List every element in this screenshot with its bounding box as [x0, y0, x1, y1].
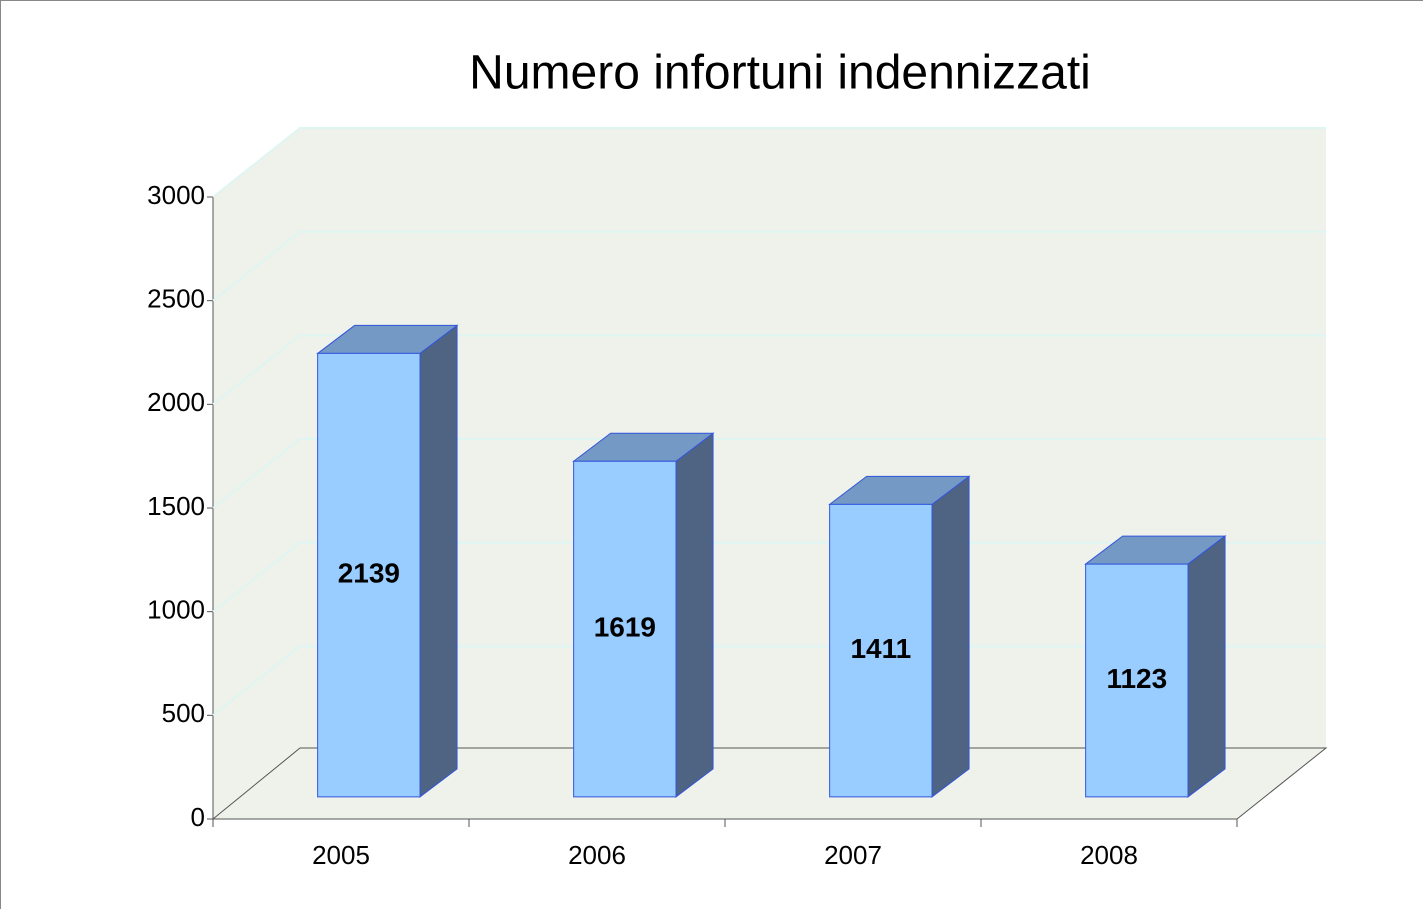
y-tick-label: 0 — [191, 802, 205, 832]
bar — [572, 432, 715, 798]
bar-front — [829, 503, 933, 798]
y-tick-label: 2500 — [147, 284, 205, 314]
bar — [828, 475, 971, 798]
grid-line — [212, 541, 1326, 613]
y-tick-label: 3000 — [147, 180, 205, 210]
bar-side — [675, 432, 714, 798]
y-tick-label: 500 — [162, 698, 205, 728]
grid-line — [212, 645, 1326, 717]
grid-line — [212, 438, 1326, 509]
value-label: 1123 — [1106, 663, 1167, 694]
value-label: 1619 — [594, 611, 656, 642]
bar-side — [931, 475, 970, 798]
bar-side — [1187, 535, 1226, 798]
bar-front — [573, 460, 677, 798]
grid-line — [212, 230, 1326, 302]
y-tick-label: 1500 — [147, 491, 205, 521]
bar-front — [317, 352, 421, 798]
x-tick-label: 2005 — [312, 840, 370, 870]
y-tick-label: 2000 — [147, 387, 205, 417]
value-label: 2139 — [338, 558, 400, 589]
value-label: 1411 — [850, 633, 911, 664]
bar-front — [1085, 563, 1189, 798]
bar — [1084, 535, 1227, 798]
chart-title: Numero infortuni indennizzati — [469, 47, 1091, 100]
x-tick-label: 2008 — [1080, 840, 1138, 870]
bar — [316, 324, 459, 798]
grid-line — [212, 127, 1326, 198]
bar-side — [419, 324, 458, 798]
x-tick-label: 2006 — [568, 840, 626, 870]
y-tick-label: 1000 — [147, 595, 205, 625]
grid-line — [212, 334, 1326, 406]
x-tick-label: 2007 — [824, 840, 882, 870]
